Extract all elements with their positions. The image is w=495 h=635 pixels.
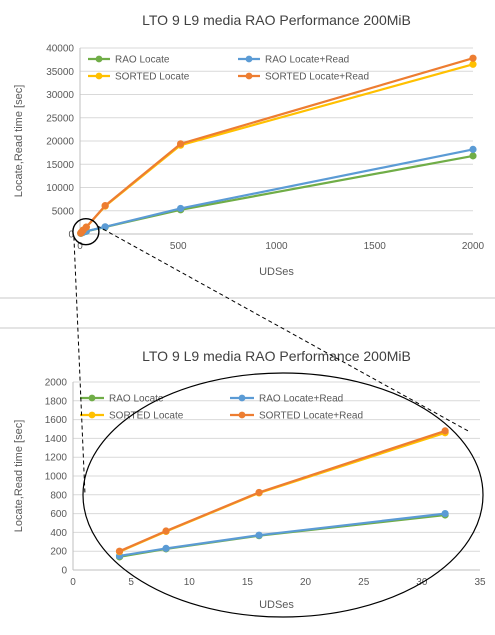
legend-swatch-marker xyxy=(88,411,96,419)
x-tick-label: 5 xyxy=(128,577,134,588)
x-tick-label: 0 xyxy=(70,577,76,588)
data-point xyxy=(101,223,109,231)
y-tick-label: 600 xyxy=(50,509,67,520)
y-tick-label: 200 xyxy=(50,547,67,558)
y-tick-label: 25000 xyxy=(46,113,74,124)
x-tick-label: 10 xyxy=(184,577,196,588)
data-point xyxy=(162,527,170,535)
x-tick-label: 1000 xyxy=(265,241,288,252)
y-tick-label: 20000 xyxy=(46,137,74,148)
data-point xyxy=(469,60,477,68)
data-point xyxy=(177,204,185,213)
legend-swatch-marker xyxy=(245,72,253,80)
legend-swatch-marker xyxy=(245,55,253,63)
legend-swatch-marker xyxy=(238,411,246,419)
data-point xyxy=(82,223,90,231)
data-point xyxy=(469,145,477,153)
data-point xyxy=(255,531,263,539)
x-tick-label: 25 xyxy=(358,577,370,588)
zoom-connector-right xyxy=(96,225,471,433)
zoom-source-circle xyxy=(72,217,100,246)
legend-swatch-marker xyxy=(238,394,246,402)
series-line xyxy=(119,512,446,557)
x-tick-label: 500 xyxy=(170,241,187,252)
legend-swatch-marker xyxy=(95,72,103,80)
data-point xyxy=(115,547,124,555)
zoom-overlay xyxy=(72,217,484,618)
x-tick-label: 0 xyxy=(77,241,83,252)
y-tick-label: 5000 xyxy=(52,206,75,217)
legend-label: RAO Locate+Read xyxy=(259,394,343,405)
y-tick-label: 40000 xyxy=(46,44,74,55)
zoom-connector-left xyxy=(73,236,86,496)
legend-label: SORTED Locate+Read xyxy=(259,411,363,422)
x-tick-label: 35 xyxy=(474,577,486,588)
series-line xyxy=(79,63,474,234)
data-point xyxy=(469,152,477,160)
series-line xyxy=(79,57,474,234)
data-point xyxy=(177,140,185,148)
y-tick-label: 35000 xyxy=(46,67,74,78)
data-point xyxy=(441,509,449,518)
chart-title: LTO 9 L9 media RAO Performance 200MiB xyxy=(142,348,411,364)
y-axis-label: Locate,Read time [sec] xyxy=(13,85,25,198)
y-tick-label: 0 xyxy=(68,230,74,241)
data-point xyxy=(255,488,263,497)
chart-bottom: LTO 9 L9 media RAO Performance 200MiB 0 20… xyxy=(13,348,486,611)
y-tick-label: 0 xyxy=(61,566,67,577)
data-point xyxy=(162,544,170,552)
legend-label: RAO Locate xyxy=(109,394,164,405)
y-tick-label: 15000 xyxy=(46,160,74,171)
x-axis-label: UDSes xyxy=(259,266,294,278)
y-tick-label: 30000 xyxy=(46,90,74,101)
y-tick-label: 1000 xyxy=(45,472,68,483)
legend-label: SORTED Locate xyxy=(115,72,190,83)
y-axis-label: Locate,Read time [sec] xyxy=(13,420,25,533)
data-point xyxy=(101,202,109,210)
x-tick-label: 1500 xyxy=(364,241,387,252)
y-tick-label: 400 xyxy=(50,528,67,539)
y-tick-label: 1400 xyxy=(45,434,68,445)
series-line xyxy=(119,429,446,553)
data-point xyxy=(441,427,449,435)
legend-label: SORTED Locate+Read xyxy=(265,72,369,83)
x-tick-label: 20 xyxy=(300,577,312,588)
y-tick-label: 1600 xyxy=(45,415,68,426)
y-tick-label: 1800 xyxy=(45,396,68,407)
legend-swatch-marker xyxy=(88,394,96,402)
x-tick-label: 2000 xyxy=(462,241,485,252)
x-tick-label: 15 xyxy=(242,577,254,588)
y-tick-label: 2000 xyxy=(45,378,68,389)
y-tick-label: 800 xyxy=(50,490,67,501)
legend-swatch-marker xyxy=(95,55,103,63)
chart-title: LTO 9 L9 media RAO Performance 200MiB xyxy=(142,12,411,28)
chart-top: LTO 9 L9 media RAO Performance 200MiB 0 50… xyxy=(13,12,485,278)
y-tick-label: 10000 xyxy=(46,183,74,194)
legend-label: SORTED Locate xyxy=(109,411,184,422)
legend-label: RAO Locate+Read xyxy=(265,55,349,66)
legend-label: RAO Locate xyxy=(115,55,170,66)
y-tick-label: 1200 xyxy=(45,453,68,464)
series-line xyxy=(80,154,474,235)
data-point xyxy=(469,54,477,62)
x-axis-label: UDSes xyxy=(259,599,294,611)
zoom-target-ellipse xyxy=(82,372,484,618)
